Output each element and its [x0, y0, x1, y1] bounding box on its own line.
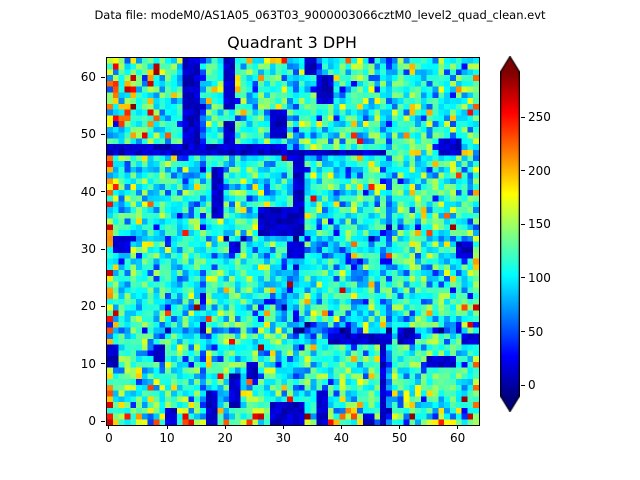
x-tick: [224, 425, 226, 429]
x-tick: [457, 425, 459, 429]
figure-suptitle: Data file: modeM0/AS1A05_063T03_90000030…: [94, 8, 546, 22]
y-tick: [101, 133, 105, 135]
colorbar-tick-label: 150: [528, 217, 551, 232]
y-tick-label: 50: [80, 127, 96, 142]
y-tick: [101, 305, 105, 307]
chart-title: Quadrant 3 DPH: [227, 33, 357, 52]
x-tick-label: 30: [275, 431, 291, 445]
colorbar-tick: [521, 331, 525, 333]
colorbar: [500, 56, 520, 412]
y-tick: [101, 420, 105, 422]
x-tick-label: 20: [217, 431, 233, 445]
colorbar-tick-label: 100: [528, 270, 551, 285]
y-tick-label: 30: [80, 242, 96, 257]
x-tick: [166, 425, 168, 429]
heatmap-canvas: [107, 58, 479, 425]
y-tick: [101, 248, 105, 250]
x-tick-label: 50: [391, 431, 408, 445]
colorbar-tick: [521, 384, 525, 386]
y-tick-label: 20: [80, 299, 96, 314]
colorbar-tick: [521, 277, 525, 279]
y-tick-label: 0: [88, 414, 96, 429]
colorbar-tick: [521, 170, 525, 172]
x-tick-label: 10: [159, 431, 175, 445]
x-tick: [282, 425, 284, 429]
x-tick-label: 40: [333, 431, 350, 445]
colorbar-tick: [521, 116, 525, 118]
colorbar-tick-label: 200: [528, 163, 551, 178]
y-tick-label: 40: [80, 184, 96, 199]
heatmap-plot-area: [106, 57, 480, 426]
x-tick: [340, 425, 342, 429]
y-tick: [101, 76, 105, 78]
y-tick-label: 10: [80, 356, 96, 371]
y-tick-label: 60: [80, 70, 96, 85]
colorbar-tick: [521, 223, 525, 225]
y-tick: [101, 191, 105, 193]
y-tick: [101, 363, 105, 365]
colorbar-tick-label: 0: [528, 378, 536, 393]
x-tick-label: 0: [105, 431, 113, 445]
colorbar-tick-label: 50: [528, 324, 544, 339]
x-tick: [108, 425, 110, 429]
colorbar-tick-label: 250: [528, 110, 551, 125]
x-tick: [399, 425, 401, 429]
x-tick-label: 60: [450, 431, 466, 445]
